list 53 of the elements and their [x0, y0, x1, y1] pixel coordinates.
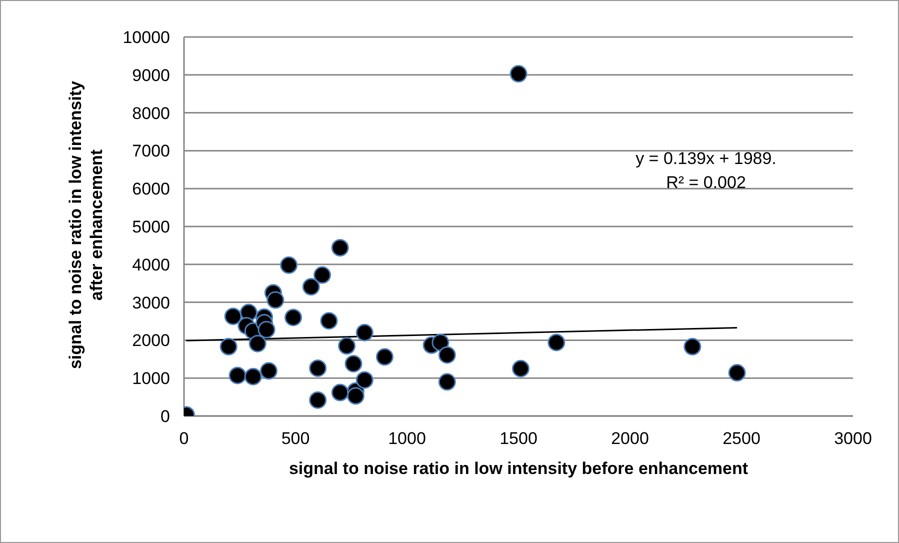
point: [512, 360, 530, 378]
point: [728, 364, 746, 382]
x-tick-label: 500: [281, 429, 310, 448]
point: [309, 359, 327, 377]
y-tick-label: 10000: [122, 28, 170, 48]
point: [224, 308, 242, 326]
y-tick-label: 6000: [132, 180, 170, 199]
point: [220, 338, 238, 356]
x-tick-label: 2500: [722, 429, 760, 448]
point: [376, 348, 394, 366]
point: [280, 256, 298, 274]
point: [320, 312, 338, 330]
point: [258, 320, 276, 338]
point: [309, 391, 327, 409]
point: [244, 368, 262, 386]
point: [228, 366, 246, 384]
y-tick-label: 9000: [132, 66, 170, 85]
y-tick-label: 4000: [132, 255, 170, 274]
x-tick-label: 1500: [500, 429, 538, 448]
x-tick-label: 2000: [611, 429, 649, 448]
y-axis-title: signal to noise ratio in low intensity after enhancement: [65, 80, 107, 372]
point: [331, 238, 349, 256]
point: [510, 65, 528, 83]
x-axis-title: signal to noise ratio in low intensity before enhancement: [288, 459, 750, 479]
y-tick-label: 0: [160, 407, 170, 426]
point: [548, 334, 566, 352]
point: [260, 362, 278, 380]
point: [684, 338, 702, 356]
point: [284, 308, 302, 326]
annotation: y = 0.139x + 1989.: [634, 148, 778, 170]
point: [346, 387, 364, 405]
x-tick-label: 0: [179, 429, 189, 448]
point: [438, 346, 456, 364]
point: [314, 266, 332, 284]
point: [302, 278, 320, 296]
point: [356, 324, 374, 342]
y-tick-label: 3000: [132, 293, 170, 312]
point: [438, 373, 456, 391]
y-tick-label: 7000: [132, 142, 170, 161]
y-tick-label: 8000: [132, 104, 170, 123]
point: [356, 371, 374, 389]
point: [266, 291, 284, 309]
x-tick-label: 3000: [834, 429, 872, 448]
y-tick-label: 5000: [132, 218, 170, 237]
point: [331, 384, 349, 402]
point: [344, 354, 362, 372]
y-tick-label: 2000: [132, 331, 170, 350]
point: [432, 334, 450, 352]
x-tick-label: 1000: [388, 429, 426, 448]
y-tick-label: 1000: [132, 369, 170, 388]
point: [248, 334, 266, 352]
annotation: R² = 0.002: [665, 172, 747, 194]
point: [338, 337, 356, 355]
